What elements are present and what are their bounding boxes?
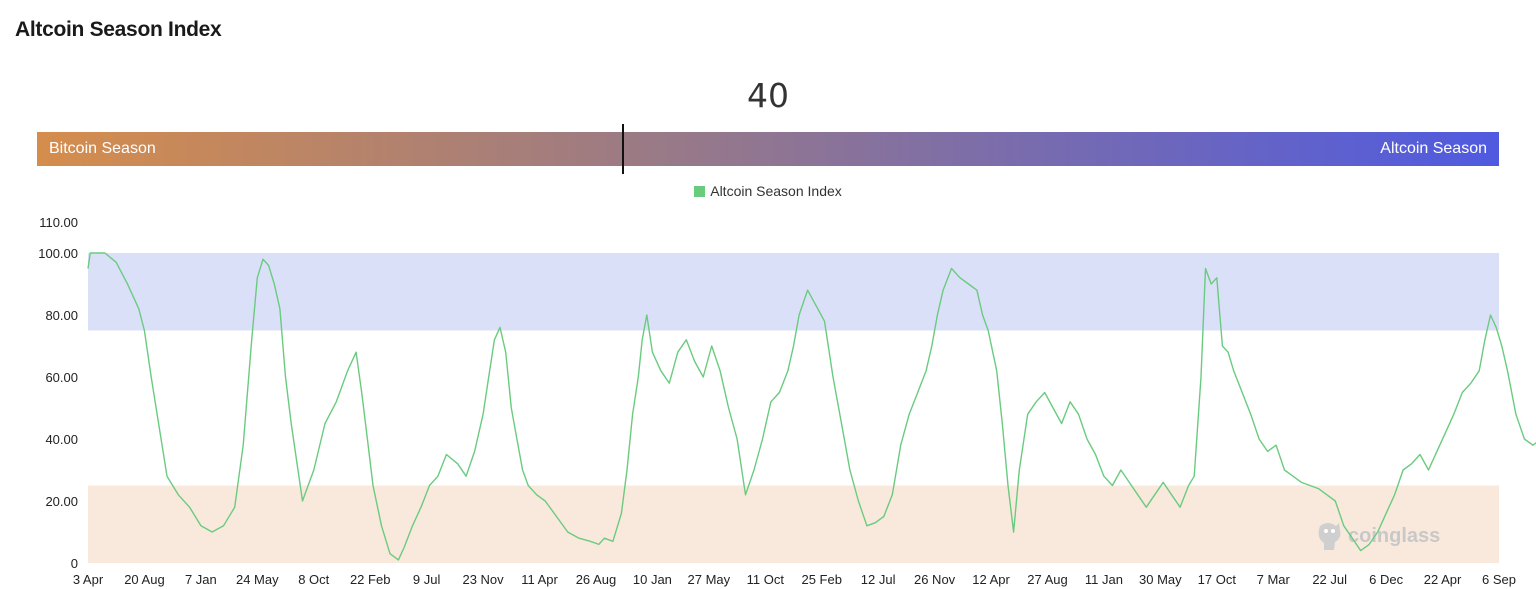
x-tick-label: 24 May — [236, 572, 279, 587]
gauge-marker — [622, 124, 624, 174]
x-tick-label: 10 Jan — [633, 572, 672, 587]
altcoin-season-label: Altcoin Season — [1380, 140, 1487, 157]
x-tick-label: 22 Apr — [1424, 572, 1462, 587]
legend-swatch — [694, 186, 706, 197]
x-tick-label: 11 Apr — [521, 572, 558, 587]
y-tick-label: 0 — [71, 556, 78, 571]
x-tick-label: 12 Jul — [861, 572, 896, 587]
y-tick-label: 20.00 — [45, 494, 78, 509]
x-tick-label: 25 Feb — [801, 572, 841, 587]
page-title: Altcoin Season Index — [15, 18, 222, 41]
y-tick-label: 40.00 — [45, 432, 78, 447]
x-tick-label: 11 Jan — [1085, 572, 1123, 587]
x-tick-label: 30 May — [1139, 572, 1182, 587]
coinglass-logo-icon — [1318, 523, 1341, 550]
x-tick-label: 12 Apr — [972, 572, 1010, 587]
altcoin-season-band — [88, 253, 1499, 331]
x-tick-label: 22 Jul — [1312, 572, 1347, 587]
x-tick-label: 27 May — [688, 572, 731, 587]
x-tick-label: 3 Apr — [73, 572, 104, 587]
y-tick-label: 60.00 — [45, 370, 78, 385]
y-tick-label: 110.00 — [39, 215, 78, 230]
x-tick-label: 6 Dec — [1369, 572, 1403, 587]
legend-label: Altcoin Season Index — [710, 183, 842, 199]
season-gauge-bar: Bitcoin Season Altcoin Season — [37, 132, 1499, 166]
series-line-altcoin-season-index — [87, 252, 1536, 561]
bitcoin-season-band — [88, 485, 1499, 563]
x-tick-label: 11 Oct — [747, 572, 785, 587]
coinglass-watermark-text: coinglass — [1348, 525, 1440, 547]
gauge-value: 40 — [747, 76, 789, 115]
x-tick-label: 6 Sep — [1482, 572, 1516, 587]
x-tick-label: 26 Aug — [576, 572, 617, 587]
x-tick-label: 7 Mar — [1257, 572, 1291, 587]
x-tick-label: 20 Aug — [124, 572, 165, 587]
bitcoin-season-label: Bitcoin Season — [49, 140, 156, 157]
x-tick-label: 9 Jul — [413, 572, 441, 587]
x-tick-label: 7 Jan — [185, 572, 217, 587]
x-tick-label: 27 Aug — [1027, 572, 1068, 587]
chart-legend[interactable]: Altcoin Season Index — [0, 183, 1536, 199]
x-tick-label: 22 Feb — [350, 572, 390, 587]
y-tick-label: 80.00 — [45, 308, 78, 323]
x-tick-label: 23 Nov — [462, 572, 504, 587]
y-tick-label: 100.00 — [38, 246, 78, 261]
x-tick-label: 17 Oct — [1198, 572, 1237, 587]
x-tick-label: 8 Oct — [298, 572, 329, 587]
x-tick-label: 26 Nov — [914, 572, 956, 587]
